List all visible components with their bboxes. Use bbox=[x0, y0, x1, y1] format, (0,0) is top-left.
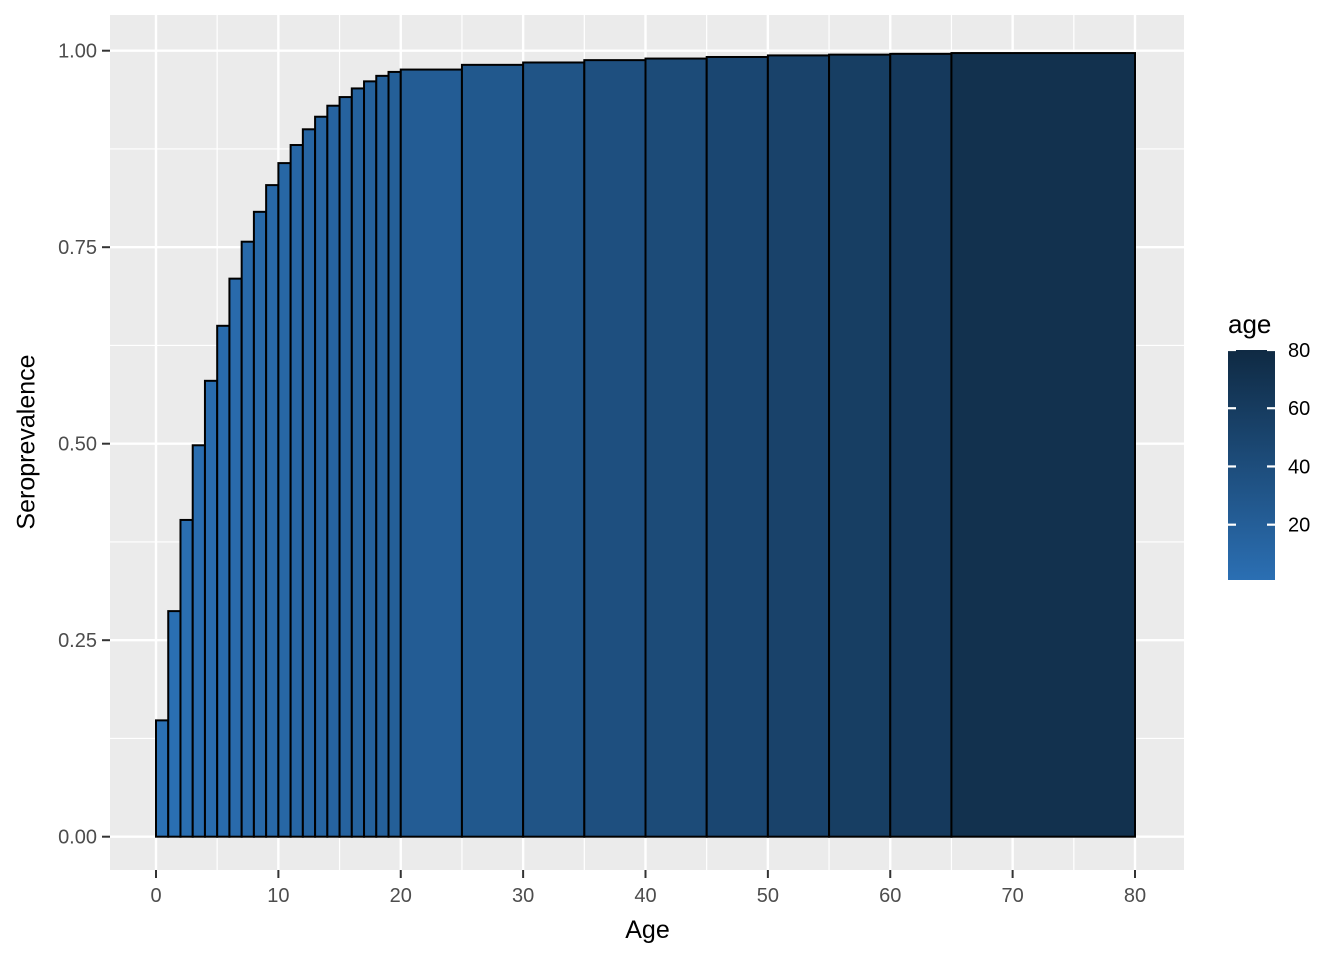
y-axis-tick-label: 0.75 bbox=[58, 237, 97, 259]
legend-tick-label: 20 bbox=[1288, 515, 1310, 537]
y-axis-tick-label: 0.25 bbox=[58, 630, 97, 652]
bar-age-0-1 bbox=[155, 719, 170, 838]
x-axis-tick-label: 60 bbox=[879, 885, 901, 907]
legend-tick-label: 40 bbox=[1288, 456, 1310, 478]
x-axis-title: Age bbox=[625, 916, 670, 944]
bar-age-4-5 bbox=[203, 379, 219, 838]
bar-age-12-13 bbox=[301, 128, 317, 838]
bar-age-20-25 bbox=[399, 68, 463, 838]
x-axis-tick-label: 70 bbox=[1002, 885, 1024, 907]
legend-tick-label: 80 bbox=[1288, 340, 1310, 362]
x-axis-tick-label: 20 bbox=[390, 885, 412, 907]
bar-age-18-19 bbox=[375, 74, 390, 838]
bar-age-25-30 bbox=[460, 63, 525, 838]
bar-age-9-10 bbox=[265, 184, 280, 838]
bar-age-11-12 bbox=[289, 144, 304, 838]
y-axis-title: Seroprevalence bbox=[12, 354, 41, 530]
bar-age-10-11 bbox=[277, 162, 292, 838]
legend-title: age bbox=[1228, 309, 1272, 339]
x-axis-tick-label: 40 bbox=[634, 885, 656, 907]
bar-age-17-18 bbox=[363, 80, 378, 838]
y-axis-tick-label: 0.50 bbox=[58, 434, 97, 456]
legend-tick-label: 60 bbox=[1288, 398, 1310, 420]
x-axis-tick-label: 0 bbox=[150, 885, 161, 907]
bar-age-3-4 bbox=[191, 444, 206, 838]
bar-age-45-50 bbox=[705, 55, 769, 838]
bar-age-40-45 bbox=[644, 57, 708, 838]
bar-age-50-55 bbox=[766, 54, 831, 838]
bar-age-5-6 bbox=[216, 324, 231, 838]
bar-age-30-35 bbox=[522, 61, 586, 838]
x-axis-tick-label: 50 bbox=[757, 885, 779, 907]
legend-colorbar bbox=[1228, 350, 1275, 580]
bar-age-60-65 bbox=[889, 52, 953, 838]
bar-age-7-8 bbox=[240, 240, 255, 838]
bar-age-16-17 bbox=[350, 87, 366, 838]
bar-age-15-16 bbox=[338, 96, 353, 838]
x-axis-tick-label: 80 bbox=[1124, 885, 1146, 907]
bar-age-14-15 bbox=[326, 104, 341, 838]
bar-age-6-7 bbox=[228, 277, 243, 838]
x-axis-tick-label: 30 bbox=[512, 885, 534, 907]
bar-age-8-9 bbox=[252, 210, 268, 838]
bar-age-1-2 bbox=[167, 610, 182, 838]
y-axis-tick-label: 1.00 bbox=[58, 41, 97, 63]
bar-age-2-3 bbox=[179, 518, 194, 838]
bar-age-55-60 bbox=[828, 53, 892, 838]
bar-age-35-40 bbox=[583, 59, 647, 838]
bar-age-65-80 bbox=[950, 52, 1136, 838]
y-axis-tick-label: 0.00 bbox=[58, 827, 97, 849]
x-axis-tick-label: 10 bbox=[267, 885, 289, 907]
bar-age-19-20 bbox=[387, 70, 402, 838]
bar-age-13-14 bbox=[314, 115, 329, 838]
